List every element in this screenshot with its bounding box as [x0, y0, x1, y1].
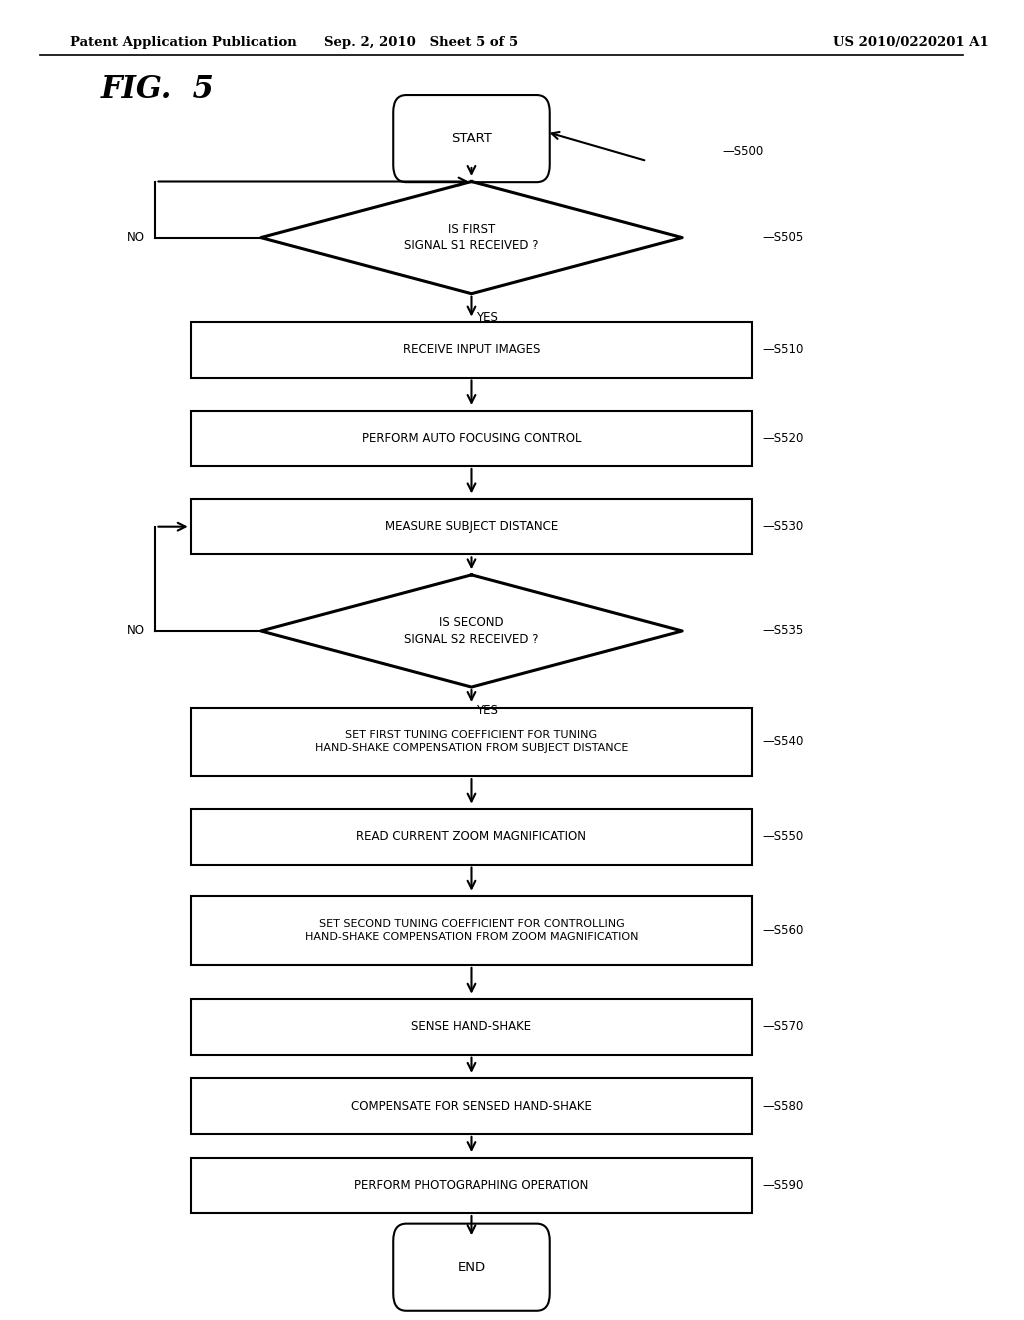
- FancyBboxPatch shape: [393, 95, 550, 182]
- Polygon shape: [261, 181, 682, 294]
- Text: IS SECOND
SIGNAL S2 RECEIVED ?: IS SECOND SIGNAL S2 RECEIVED ?: [404, 616, 539, 645]
- FancyBboxPatch shape: [190, 708, 753, 776]
- Text: PERFORM AUTO FOCUSING CONTROL: PERFORM AUTO FOCUSING CONTROL: [361, 432, 582, 445]
- Text: Patent Application Publication: Patent Application Publication: [71, 36, 297, 49]
- Text: —S520: —S520: [763, 432, 804, 445]
- Text: NO: NO: [126, 231, 144, 244]
- Text: —S510: —S510: [763, 343, 804, 356]
- Text: —S580: —S580: [763, 1100, 804, 1113]
- Text: —S535: —S535: [763, 624, 804, 638]
- Text: FIG.  5: FIG. 5: [100, 74, 214, 106]
- Text: US 2010/0220201 A1: US 2010/0220201 A1: [833, 36, 988, 49]
- Text: PERFORM PHOTOGRAPHING OPERATION: PERFORM PHOTOGRAPHING OPERATION: [354, 1179, 589, 1192]
- Text: COMPENSATE FOR SENSED HAND-SHAKE: COMPENSATE FOR SENSED HAND-SHAKE: [351, 1100, 592, 1113]
- Text: —S540: —S540: [763, 735, 804, 748]
- Text: SENSE HAND-SHAKE: SENSE HAND-SHAKE: [412, 1020, 531, 1034]
- Text: SET FIRST TUNING COEFFICIENT FOR TUNING
HAND-SHAKE COMPENSATION FROM SUBJECT DIS: SET FIRST TUNING COEFFICIENT FOR TUNING …: [314, 730, 628, 754]
- FancyBboxPatch shape: [190, 896, 753, 965]
- FancyBboxPatch shape: [190, 809, 753, 865]
- Text: YES: YES: [476, 705, 499, 717]
- Text: —S530: —S530: [763, 520, 804, 533]
- FancyBboxPatch shape: [190, 411, 753, 466]
- Text: YES: YES: [476, 312, 499, 323]
- Text: IS FIRST
SIGNAL S1 RECEIVED ?: IS FIRST SIGNAL S1 RECEIVED ?: [404, 223, 539, 252]
- FancyBboxPatch shape: [190, 1158, 753, 1213]
- FancyBboxPatch shape: [190, 999, 753, 1055]
- FancyBboxPatch shape: [190, 322, 753, 378]
- FancyBboxPatch shape: [393, 1224, 550, 1311]
- FancyBboxPatch shape: [190, 1078, 753, 1134]
- Polygon shape: [261, 576, 682, 686]
- Text: —S570: —S570: [763, 1020, 804, 1034]
- Text: NO: NO: [126, 624, 144, 638]
- Text: —S590: —S590: [763, 1179, 804, 1192]
- Text: Sep. 2, 2010   Sheet 5 of 5: Sep. 2, 2010 Sheet 5 of 5: [325, 36, 518, 49]
- FancyBboxPatch shape: [190, 499, 753, 554]
- Text: END: END: [458, 1261, 485, 1274]
- Text: START: START: [451, 132, 492, 145]
- Text: —S500: —S500: [722, 145, 764, 158]
- Text: —S550: —S550: [763, 830, 804, 843]
- Text: SET SECOND TUNING COEFFICIENT FOR CONTROLLING
HAND-SHAKE COMPENSATION FROM ZOOM : SET SECOND TUNING COEFFICIENT FOR CONTRO…: [305, 919, 638, 942]
- Text: —S560: —S560: [763, 924, 804, 937]
- Text: —S505: —S505: [763, 231, 804, 244]
- Text: MEASURE SUBJECT DISTANCE: MEASURE SUBJECT DISTANCE: [385, 520, 558, 533]
- Text: RECEIVE INPUT IMAGES: RECEIVE INPUT IMAGES: [402, 343, 541, 356]
- Text: READ CURRENT ZOOM MAGNIFICATION: READ CURRENT ZOOM MAGNIFICATION: [356, 830, 587, 843]
